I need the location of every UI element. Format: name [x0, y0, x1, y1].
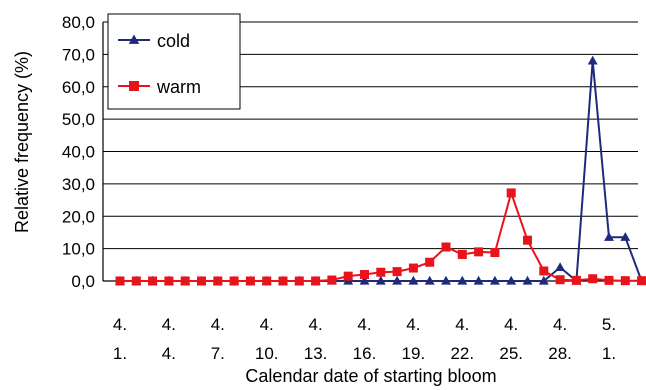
y-axis-title: Relative frequency (%) — [12, 51, 32, 233]
point-cold — [408, 275, 419, 285]
point-cold — [424, 275, 435, 285]
x-tick-label-day: 1. — [602, 344, 616, 363]
x-tick-label-day: 28. — [548, 344, 572, 363]
point-warm — [408, 263, 418, 273]
y-tick-label: 50,0 — [62, 110, 95, 129]
point-warm — [180, 276, 190, 286]
x-tick-label-day: 13. — [304, 344, 328, 363]
y-axis-tick-labels: 0,0 10,0 20,0 30,0 40,0 50,0 60,0 70,0 80,0 — [62, 13, 95, 291]
point-cold — [359, 275, 370, 285]
x-tick-label-day: 7. — [211, 344, 225, 363]
point-warm — [115, 276, 125, 286]
x-axis-tick-labels: 4. 1. 4. 4. 4. 7. 4. 10. 4. 13. 4. 16. 4. 19. 4. 22. 4. 2… — [113, 315, 616, 363]
x-axis-title: Calendar date of starting bloom — [245, 366, 496, 386]
x-tick-label-month: 4. — [211, 315, 225, 334]
y-tick-label: 40,0 — [62, 143, 95, 162]
x-tick-label-month: 4. — [455, 315, 469, 334]
x-tick-label-day: 16. — [353, 344, 377, 363]
legend: cold warm — [107, 13, 241, 110]
legend-label-warm: warm — [156, 77, 201, 97]
point-warm — [360, 270, 369, 280]
point-cold — [506, 275, 517, 285]
point-cold — [620, 232, 631, 241]
x-tick-label-day: 1. — [113, 344, 127, 363]
point-warm — [441, 242, 451, 252]
y-tick-label: 80,0 — [62, 13, 95, 32]
point-warm — [245, 276, 255, 286]
x-tick-label-month: 4. — [260, 315, 274, 334]
y-tick-label: 70,0 — [62, 45, 95, 64]
point-warm — [229, 276, 239, 286]
y-tick-label: 0,0 — [71, 272, 95, 291]
point-cold — [457, 275, 468, 285]
point-cold — [538, 275, 549, 285]
x-tick-label-month: 4. — [553, 315, 567, 334]
y-tick-label: 10,0 — [62, 240, 95, 259]
point-warm — [262, 276, 272, 286]
point-warm — [213, 276, 223, 286]
point-warm — [588, 274, 598, 284]
point-warm — [523, 235, 532, 245]
x-tick-label-day: 22. — [450, 344, 474, 363]
point-warm — [490, 248, 500, 258]
point-warm — [637, 276, 646, 286]
point-cold — [555, 262, 566, 272]
point-cold — [473, 275, 484, 285]
point-warm — [506, 188, 516, 198]
y-tick-label: 60,0 — [62, 78, 95, 97]
point-cold — [587, 55, 598, 65]
point-warm — [278, 276, 288, 286]
x-tick-label-day: 19. — [402, 344, 426, 363]
x-tick-label-day: 10. — [255, 344, 279, 363]
point-warm — [457, 249, 467, 259]
point-cold — [441, 275, 451, 285]
point-warm — [376, 267, 386, 277]
x-tick-label-day: 25. — [499, 344, 523, 363]
point-warm — [474, 247, 484, 257]
point-warm — [392, 267, 402, 277]
x-tick-label-month: 4. — [113, 315, 127, 334]
point-warm — [311, 276, 321, 286]
x-tick-label-month: 4. — [504, 315, 518, 334]
x-tick-label-month: 4. — [309, 315, 323, 334]
point-warm — [555, 275, 565, 285]
series-group — [115, 55, 646, 286]
y-tick-label: 30,0 — [62, 175, 95, 194]
x-tick-label-month: 4. — [357, 315, 371, 334]
point-cold — [489, 275, 500, 285]
point-warm — [131, 276, 141, 286]
point-warm — [571, 275, 581, 285]
legend-label-cold: cold — [157, 31, 190, 51]
point-cold — [375, 275, 386, 285]
legend-box — [107, 13, 241, 110]
point-warm — [294, 276, 304, 286]
point-warm — [620, 276, 630, 286]
series-warm — [115, 188, 646, 286]
x-tick-label-day: 4. — [162, 344, 176, 363]
point-warm — [343, 271, 353, 281]
point-warm — [425, 257, 435, 267]
point-warm — [604, 275, 614, 285]
point-cold — [392, 275, 403, 285]
point-warm — [539, 266, 549, 276]
x-tick-label-month: 4. — [406, 315, 420, 334]
point-warm — [327, 275, 337, 285]
x-tick-label-month: 5. — [602, 315, 616, 334]
point-cold — [522, 275, 533, 285]
legend-marker-warm — [129, 81, 139, 91]
point-warm — [197, 276, 206, 286]
point-warm — [148, 276, 158, 286]
legend-marker-cold — [128, 34, 140, 44]
x-tick-label-month: 4. — [162, 315, 176, 334]
point-warm — [164, 276, 174, 286]
y-tick-label: 20,0 — [62, 207, 95, 226]
point-cold — [604, 232, 614, 241]
